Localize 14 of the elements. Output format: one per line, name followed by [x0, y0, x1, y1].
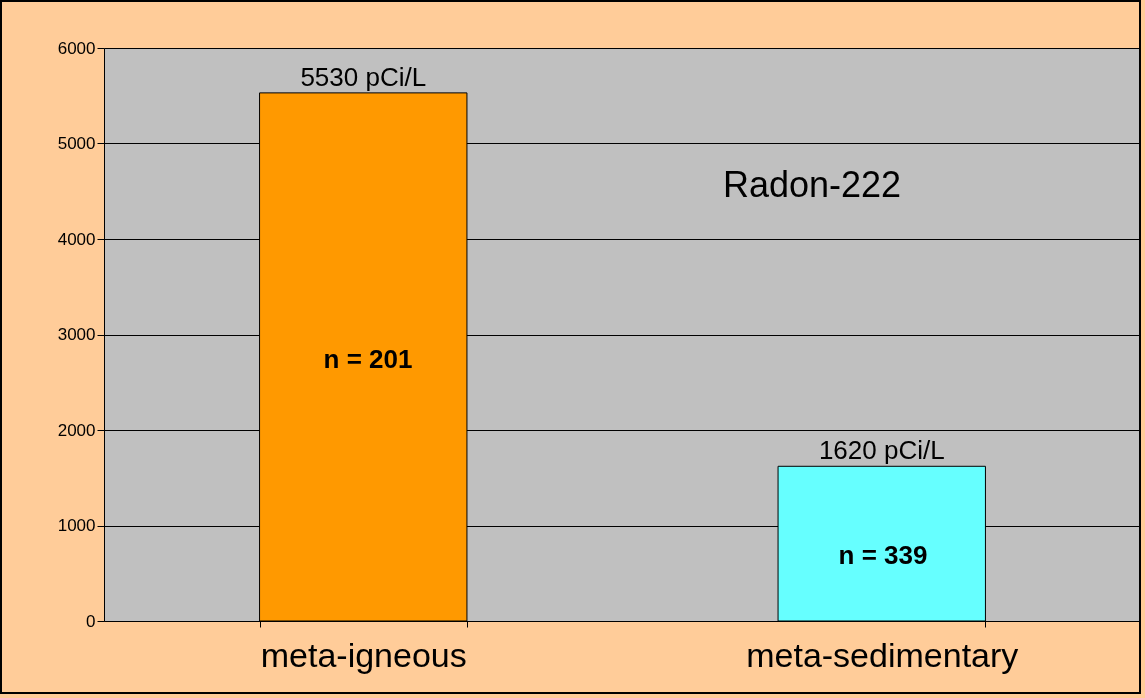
annotation: n = 201 — [323, 344, 413, 374]
y-tick-label: 1000 — [57, 516, 96, 535]
y-tick-label: 5000 — [57, 134, 96, 153]
y-tick-label: 4000 — [57, 229, 96, 249]
y-tick-label: 0 — [86, 611, 96, 631]
data-label: 1620 pCi/L — [818, 435, 945, 466]
x-tick-label: meta-sedimentary — [746, 635, 1019, 674]
data-label: 5530 pCi/L — [300, 61, 427, 92]
annotation: Radon-222 — [722, 164, 902, 205]
y-tick-label: 3000 — [57, 325, 96, 344]
x-tick-label: meta-igneous — [260, 635, 467, 674]
y-tick-label: 6000 — [57, 38, 96, 58]
y-tick-label: 2000 — [57, 420, 96, 440]
annotation: n = 339 — [838, 540, 928, 570]
